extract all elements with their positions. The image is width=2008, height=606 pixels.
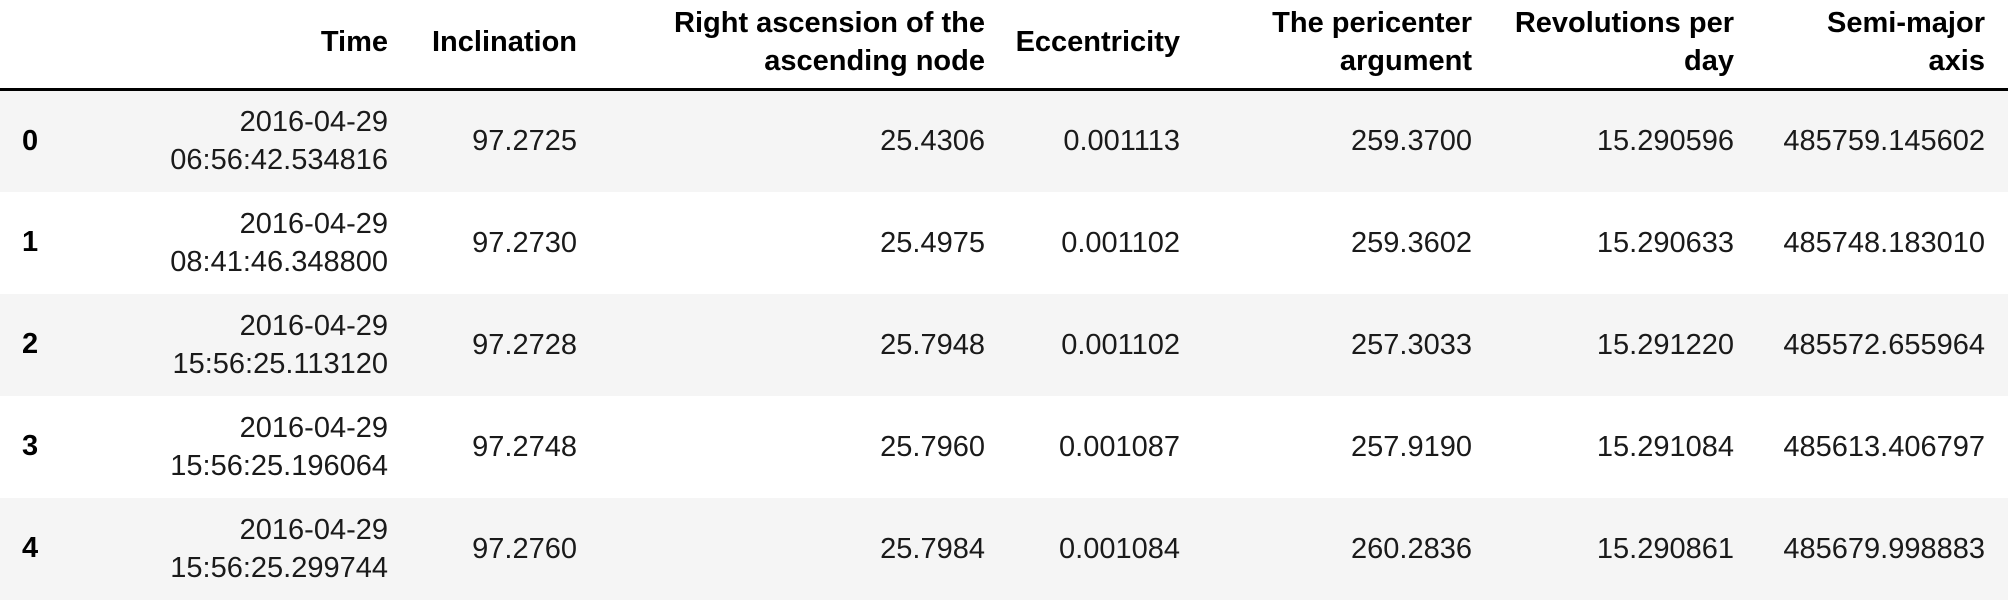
table-row: 2 2016-04-29 15:56:25.113120 97.2728 25.… bbox=[0, 293, 2008, 396]
cell-semi-major-axis: 485572.655964 bbox=[1783, 328, 1985, 361]
cell-inclination: 97.2730 bbox=[472, 226, 577, 259]
cell-semi-major-axis: 485748.183010 bbox=[1783, 226, 1985, 259]
col-header-pericenter-argument: The pericenter argument bbox=[1192, 0, 1484, 91]
cell-revolutions-per-day: 15.291220 bbox=[1596, 328, 1734, 361]
row-index: 1 bbox=[22, 226, 39, 258]
cell-pericenter-argument: 257.9190 bbox=[1351, 430, 1472, 463]
cell-inclination: 97.2728 bbox=[472, 328, 577, 361]
cell-pericenter-argument: 259.3602 bbox=[1351, 226, 1472, 259]
table-header: Time Inclination Right ascension of the … bbox=[0, 0, 2008, 91]
row-index: 3 bbox=[22, 430, 39, 462]
cell-semi-major-axis: 485613.406797 bbox=[1783, 430, 1985, 463]
row-index: 0 bbox=[22, 124, 39, 157]
table-row: 4 2016-04-29 15:56:25.299744 97.2760 25.… bbox=[0, 497, 2008, 600]
cell-time: 2016-04-29 15:56:25.196064 bbox=[170, 411, 388, 482]
cell-eccentricity: 0.001113 bbox=[1063, 125, 1180, 158]
cell-time: 2016-04-29 06:56:42.534816 bbox=[170, 106, 388, 177]
cell-right-ascension: 25.7948 bbox=[880, 328, 985, 361]
cell-time: 2016-04-29 08:41:46.348800 bbox=[170, 207, 388, 278]
cell-right-ascension: 25.4306 bbox=[880, 125, 985, 158]
cell-pericenter-argument: 257.3033 bbox=[1351, 328, 1472, 361]
cell-eccentricity: 0.001102 bbox=[1061, 226, 1180, 259]
table-row: 3 2016-04-29 15:56:25.196064 97.2748 25.… bbox=[0, 396, 2008, 498]
row-index: 4 bbox=[22, 532, 39, 564]
cell-revolutions-per-day: 15.290596 bbox=[1596, 125, 1734, 158]
col-header-eccentricity: Eccentricity bbox=[997, 0, 1192, 91]
cell-revolutions-per-day: 15.290861 bbox=[1596, 532, 1734, 565]
cell-right-ascension: 25.7984 bbox=[880, 532, 985, 565]
cell-time: 2016-04-29 15:56:25.113120 bbox=[172, 309, 388, 380]
col-header-revolutions-per-day: Revolutions per day bbox=[1484, 0, 1746, 91]
col-header-right-ascension: Right ascension of the ascending node bbox=[589, 0, 997, 91]
header-row: Time Inclination Right ascension of the … bbox=[0, 0, 2008, 91]
index-column-header bbox=[0, 0, 60, 91]
cell-semi-major-axis: 485759.145602 bbox=[1783, 125, 1985, 158]
cell-eccentricity: 0.001084 bbox=[1059, 532, 1180, 565]
table-row: 0 2016-04-29 06:56:42.534816 97.2725 25.… bbox=[0, 89, 2008, 192]
cell-eccentricity: 0.001102 bbox=[1061, 328, 1180, 361]
col-header-time: Time bbox=[60, 0, 400, 91]
table-body: 0 2016-04-29 06:56:42.534816 97.2725 25.… bbox=[0, 89, 2008, 600]
cell-revolutions-per-day: 15.291084 bbox=[1596, 430, 1734, 463]
cell-right-ascension: 25.4975 bbox=[880, 226, 985, 259]
table-row: 1 2016-04-29 08:41:46.348800 97.2730 25.… bbox=[0, 192, 2008, 294]
cell-pericenter-argument: 260.2836 bbox=[1351, 532, 1472, 565]
cell-inclination: 97.2725 bbox=[472, 125, 577, 158]
cell-pericenter-argument: 259.3700 bbox=[1351, 125, 1472, 158]
cell-inclination: 97.2760 bbox=[472, 532, 577, 565]
col-header-semi-major-axis: Semi-major axis bbox=[1746, 0, 2008, 91]
cell-time: 2016-04-29 15:56:25.299744 bbox=[170, 513, 388, 584]
cell-eccentricity: 0.001087 bbox=[1059, 430, 1180, 463]
cell-inclination: 97.2748 bbox=[472, 430, 577, 463]
cell-semi-major-axis: 485679.998883 bbox=[1783, 532, 1985, 565]
cell-right-ascension: 25.7960 bbox=[880, 430, 985, 463]
col-header-inclination: Inclination bbox=[400, 0, 589, 91]
cell-revolutions-per-day: 15.290633 bbox=[1596, 226, 1734, 259]
row-index: 2 bbox=[22, 328, 39, 360]
